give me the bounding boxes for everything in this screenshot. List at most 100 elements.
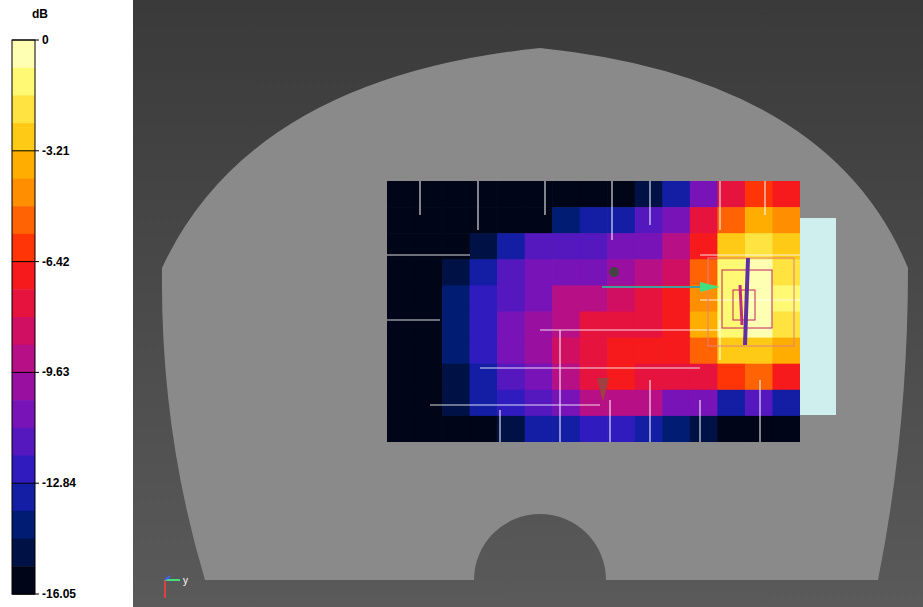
cell [772,181,800,208]
cell [662,312,690,339]
cell [387,285,415,312]
cell [442,259,470,286]
device [597,258,794,402]
antenna [745,258,748,345]
cell [525,259,553,286]
cell [415,312,443,339]
cell [525,416,553,442]
cell [607,338,635,365]
cell [552,312,580,339]
colorbar-tick [12,40,39,41]
cell [442,390,470,417]
cell [442,416,470,442]
triad-z [164,580,166,598]
grid-line [540,329,720,330]
cell [580,416,608,442]
cell [525,285,553,312]
heatmap [387,181,800,442]
cell [580,181,608,208]
color-band [12,206,35,234]
cell [662,233,690,260]
colorbar-tick-label: -6.42 [42,255,70,269]
cell [387,312,415,339]
cell [387,364,415,391]
cell [717,390,745,417]
cell [772,338,800,365]
cell [415,364,443,391]
cell [415,390,443,417]
cell [552,285,580,312]
cell [607,312,635,339]
cell [635,259,663,286]
colorbar-tick [12,483,39,484]
cell [552,207,580,234]
cell [690,390,718,417]
color-band [12,345,35,373]
cell [717,338,745,365]
grid-line [419,181,420,215]
cell [662,259,690,286]
grid-line [649,380,650,442]
cell [745,312,773,339]
colorbar-tick [12,594,39,595]
cell [745,181,773,208]
cell [662,416,690,442]
cell [580,338,608,365]
cell [387,207,415,234]
cell [772,259,800,286]
cell [552,338,580,365]
cell [442,233,470,260]
cell [662,390,690,417]
cell [552,390,580,417]
cell [497,390,525,417]
cell [497,338,525,365]
grid-line [719,320,720,360]
cell [470,416,498,442]
colorbar-tick-label: -16.05 [42,587,76,601]
color-band [12,400,35,428]
cell [745,416,773,442]
colorbar-frame [12,40,35,594]
cell [745,285,773,312]
cell [415,181,443,208]
grid-line [700,299,800,300]
cell [607,390,635,417]
cell [552,416,580,442]
cell [717,416,745,442]
cell [415,285,443,312]
cell [470,312,498,339]
cell [662,338,690,365]
cell [552,181,580,208]
grid-line [609,400,610,442]
cell [745,390,773,417]
colorbar-tick-label: 0 [42,33,49,47]
cell [635,416,663,442]
color-band [12,179,35,207]
cell [690,233,718,260]
device-outline [800,218,836,415]
cell [442,285,470,312]
cell [745,207,773,234]
cell [580,207,608,234]
cell [470,207,498,234]
grid-line [700,254,800,255]
cell [772,312,800,339]
cell [745,233,773,260]
cell [635,390,663,417]
cell [387,233,415,260]
color-band [12,123,35,151]
grid-line [480,367,700,368]
grid-line [764,181,765,215]
cell [442,181,470,208]
cell [387,181,415,208]
cell [525,181,553,208]
colorbar-label: dB [32,7,48,21]
grid-line [387,319,440,320]
probe-point [609,267,619,277]
antenna-box [733,290,755,320]
cell [470,259,498,286]
cell [580,233,608,260]
color-band [12,95,35,123]
scan-grid [387,181,800,442]
cell [442,364,470,391]
